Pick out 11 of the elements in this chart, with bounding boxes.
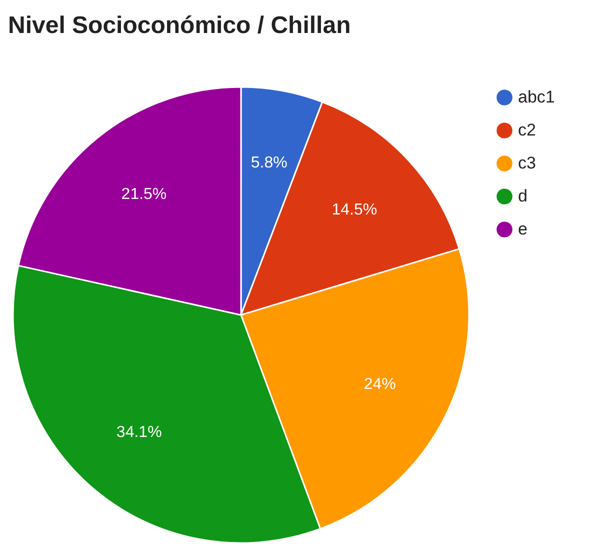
data-label: 5.8% bbox=[250, 154, 288, 172]
data-label: 34.1% bbox=[116, 424, 162, 441]
data-label: 24% bbox=[364, 376, 396, 393]
data-label: 14.5% bbox=[332, 201, 378, 218]
legend-label: d bbox=[518, 186, 528, 206]
chart-title: Nivel Socioconómico / Chillan bbox=[8, 12, 351, 39]
data-label: 21.5% bbox=[121, 186, 167, 204]
legend-label: e bbox=[518, 220, 528, 238]
legend-label: c3 bbox=[518, 154, 536, 172]
legend-label: abc1 bbox=[518, 88, 555, 106]
legend-label: c2 bbox=[518, 120, 536, 140]
